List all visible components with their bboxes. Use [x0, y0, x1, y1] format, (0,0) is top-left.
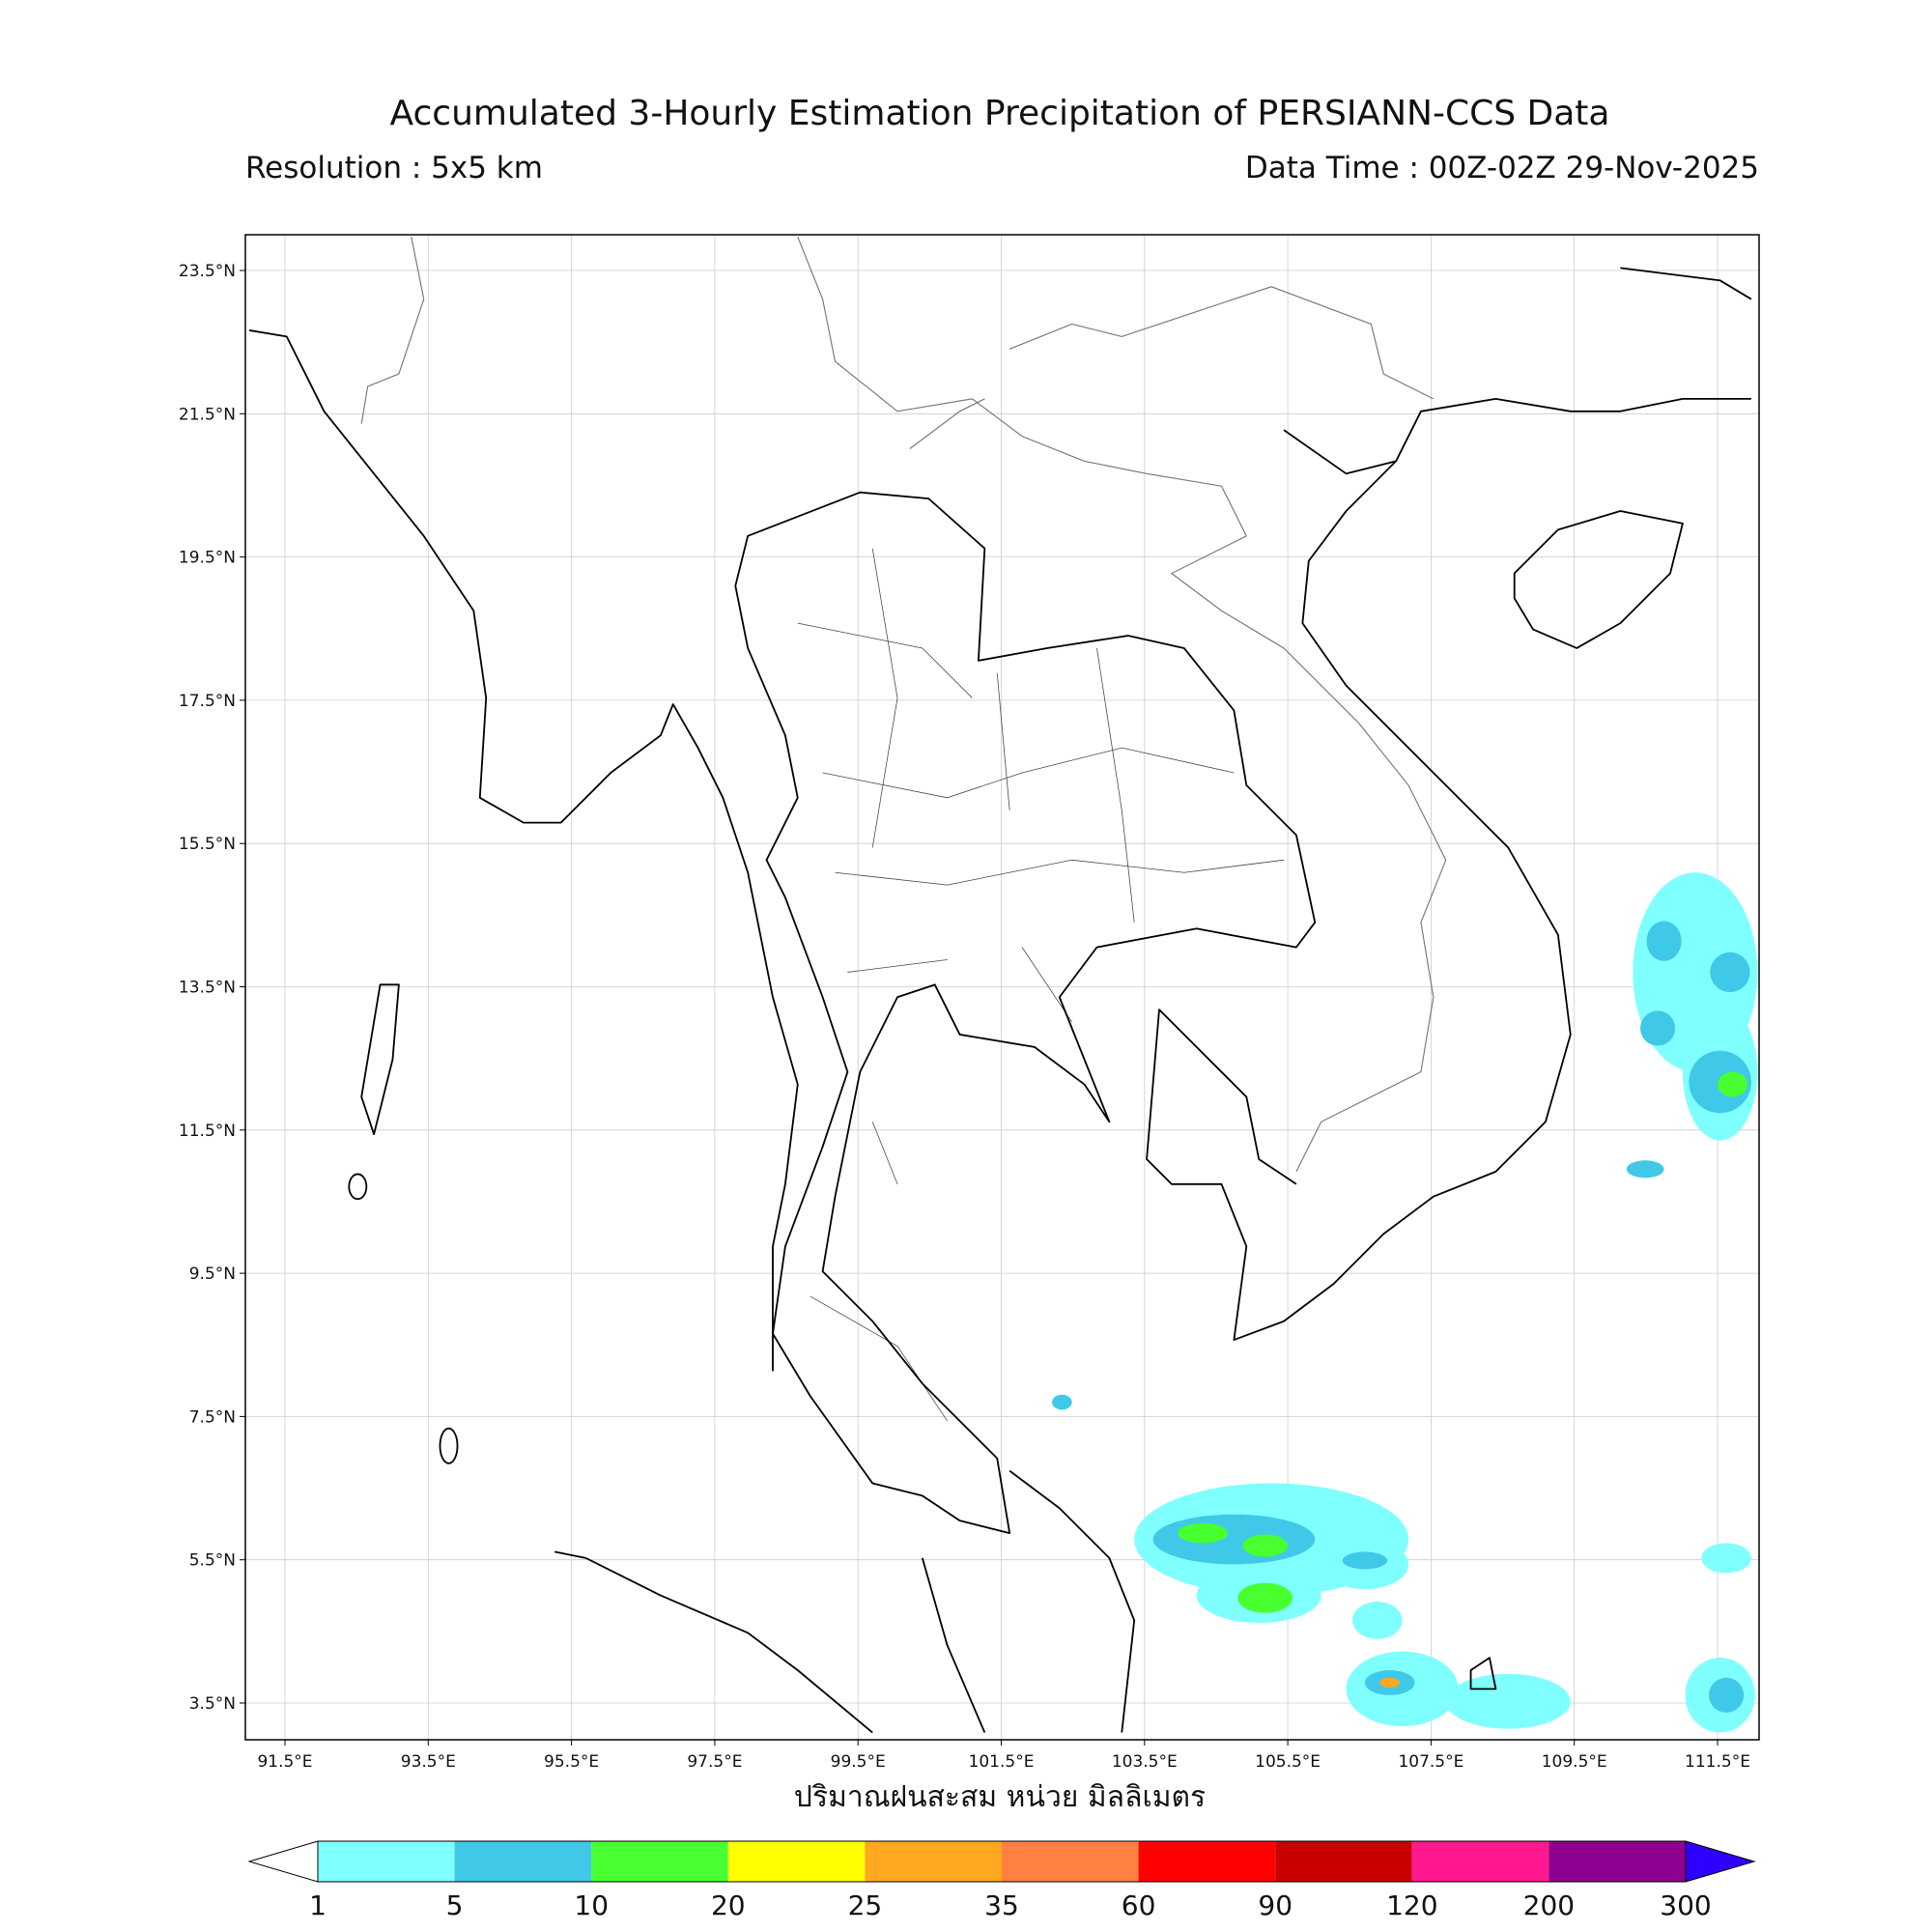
- lon-label: 105.5°E: [1255, 1752, 1321, 1772]
- thailand-provinces: [797, 548, 1285, 1422]
- colorbar-label: 300: [1660, 1889, 1711, 1921]
- colorbar-segment: [865, 1841, 1002, 1882]
- colorbar-segment: [1548, 1841, 1686, 1882]
- colorbar-under: [247, 1840, 319, 1883]
- lon-label: 91.5°E: [257, 1752, 312, 1772]
- data-time: Data Time : 00Z-02Z 29-Nov-2025: [1245, 151, 1759, 185]
- lat-label: 9.5°N: [189, 1264, 236, 1284]
- colorbar-segment: [591, 1841, 728, 1882]
- title: Accumulated 3-Hourly Estimation Precipit…: [390, 94, 1610, 133]
- colorbar: 1 5 10 20 25 35 60 90 120 200 300: [247, 1840, 1756, 1921]
- lat-label: 11.5°N: [179, 1122, 236, 1141]
- colorbar-label: 20: [711, 1889, 746, 1921]
- lat-label: 23.5°N: [179, 262, 236, 281]
- colorbar-label: 25: [848, 1889, 883, 1921]
- colorbar-label: 5: [446, 1889, 464, 1921]
- lat-label: 19.5°N: [179, 549, 236, 568]
- colorbar-segment: [1138, 1841, 1276, 1882]
- lon-label: 95.5°E: [544, 1752, 599, 1772]
- map-geometry: [248, 236, 1758, 1734]
- lon-label: 93.5°E: [401, 1752, 456, 1772]
- lon-label: 101.5°E: [969, 1752, 1035, 1772]
- lat-label: 21.5°N: [179, 405, 236, 424]
- lon-label: 111.5°E: [1685, 1752, 1750, 1772]
- colorbar-segment: [1275, 1841, 1412, 1882]
- colorbar-segment: [1002, 1841, 1139, 1882]
- borders: [360, 236, 1447, 1173]
- colorbar-label: 120: [1386, 1889, 1437, 1921]
- colorbar-segment: [454, 1841, 592, 1882]
- coastlines: [248, 267, 1752, 1734]
- lat-label: 7.5°N: [189, 1407, 236, 1427]
- lat-label: 17.5°N: [179, 692, 236, 711]
- colorbar-label: 10: [574, 1889, 609, 1921]
- lon-label: 99.5°E: [831, 1752, 886, 1772]
- map-frame: [244, 234, 1760, 1741]
- lat-label: 5.5°N: [189, 1551, 236, 1571]
- colorbar-label: 35: [984, 1889, 1019, 1921]
- lon-label: 103.5°E: [1112, 1752, 1178, 1772]
- colorbar-label: 200: [1523, 1889, 1575, 1921]
- lon-label: 97.5°E: [687, 1752, 742, 1772]
- rain: [1052, 872, 1758, 1733]
- colorbar-label: 90: [1258, 1889, 1293, 1921]
- colorbar-over: [1685, 1840, 1756, 1883]
- lat-label: 3.5°N: [189, 1694, 236, 1714]
- resolution: Resolution : 5x5 km: [245, 151, 543, 185]
- colorbar-label: 60: [1122, 1889, 1156, 1921]
- lon-label: 107.5°E: [1398, 1752, 1463, 1772]
- colorbar-segment: [1411, 1841, 1549, 1882]
- lat-label: 15.5°N: [179, 835, 236, 854]
- colorbar-segment: [727, 1841, 866, 1882]
- lat-label: 13.5°N: [179, 979, 236, 998]
- graticule: 23.5°N 21.5°N 19.5°N 17.5°N 15.5°N 13.5°N 11.5…: [179, 235, 1759, 1772]
- colorbar-label: 1: [309, 1889, 327, 1921]
- x-label: ปริมาณฝนสะสม หน่วย มิลลิเมตร: [794, 1780, 1206, 1814]
- lon-label: 109.5°E: [1542, 1752, 1607, 1772]
- colorbar-segment: [318, 1841, 455, 1882]
- colorbar-outline: [317, 1840, 1687, 1883]
